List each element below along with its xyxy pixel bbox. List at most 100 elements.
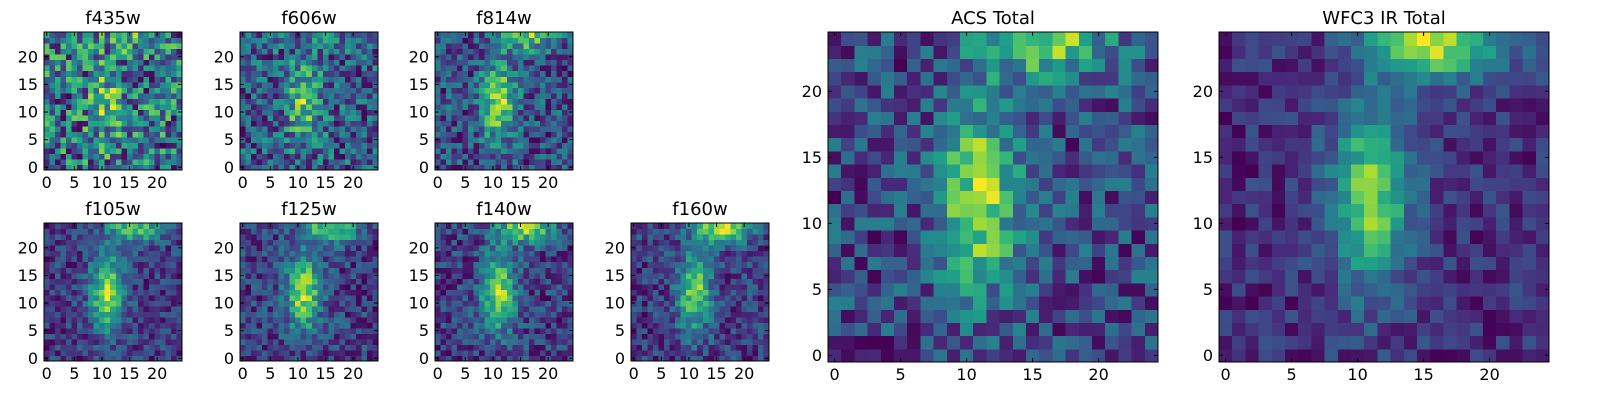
heatmap-cell (647, 333, 654, 340)
heatmap-cell (159, 70, 167, 77)
heatmap-cell (245, 109, 252, 116)
heatmap-cell (289, 289, 296, 296)
heatmap-cell (328, 76, 335, 83)
heatmap-cell (702, 250, 709, 257)
heatmap-cell (933, 177, 948, 191)
heatmap-cell (110, 125, 117, 132)
heatmap-cell (741, 234, 748, 241)
heatmap-cell (653, 228, 660, 235)
heatmap-cell (512, 120, 519, 127)
heatmap-cell (176, 114, 183, 121)
heatmap-cell (311, 327, 318, 334)
heatmap-cell (506, 267, 513, 274)
heatmap-cell (534, 305, 541, 312)
heatmap-cell (501, 223, 508, 230)
heatmap-cell (110, 32, 117, 39)
heatmap-cell (110, 344, 117, 351)
heatmap-cell (148, 131, 155, 138)
heatmap-cell (278, 355, 285, 362)
heatmap-cell (446, 245, 453, 252)
heatmap-cell (104, 349, 111, 357)
heatmap-cell (60, 344, 67, 351)
heatmap-cell (708, 322, 715, 329)
heatmap-cell (66, 87, 73, 94)
heatmap-cell (71, 142, 78, 149)
heatmap-cell (333, 81, 340, 88)
heatmap-cell (256, 283, 263, 290)
heatmap-cell (311, 311, 318, 318)
heatmap-cell (545, 250, 552, 257)
heatmap-cell (647, 234, 654, 241)
heatmap-cell (306, 250, 313, 257)
heatmap-cell (361, 311, 368, 318)
heatmap-cell (372, 92, 379, 99)
heatmap-cell (451, 338, 458, 346)
heatmap-cell (567, 98, 574, 105)
heatmap-cell (664, 355, 671, 362)
heatmap-cell (534, 43, 541, 50)
heatmap-cell (284, 327, 291, 334)
heatmap-cell (545, 344, 552, 351)
heatmap-cell (506, 136, 513, 143)
heatmap-cell (132, 267, 139, 274)
heatmap-cell (528, 142, 535, 149)
heatmap-cell (735, 294, 742, 301)
heatmap-cell (457, 70, 464, 77)
heatmap-cell (1078, 269, 1093, 284)
heatmap-cell (512, 327, 519, 334)
heatmap-cell (506, 256, 513, 263)
heatmap-cell (484, 261, 491, 268)
heatmap-cell (284, 76, 291, 83)
heatmap-cell (495, 142, 502, 149)
heatmap-cell (556, 70, 563, 77)
heatmap-cell (71, 256, 78, 263)
heatmap-cell (251, 142, 258, 149)
x-tick-label: 20 (538, 364, 558, 383)
heatmap-cell (556, 48, 563, 55)
heatmap-cell (702, 322, 709, 329)
heatmap-cell (686, 327, 693, 334)
heatmap-cell (490, 333, 497, 340)
heatmap-cell (328, 59, 335, 66)
heatmap-cell (71, 344, 78, 351)
heatmap-cell (88, 48, 95, 55)
heatmap-cell (561, 76, 569, 83)
heatmap-cell (501, 245, 508, 252)
heatmap-cell (104, 70, 111, 77)
heatmap-cell (479, 305, 486, 312)
heatmap-cell (350, 311, 357, 318)
heatmap-cell (132, 228, 139, 235)
heatmap-cell (317, 131, 324, 138)
heatmap-cell (300, 223, 307, 230)
heatmap-cell (561, 147, 569, 155)
heatmap-cell (517, 239, 524, 246)
heatmap-cell (697, 283, 704, 290)
heatmap-cell (854, 150, 869, 165)
heatmap-cell (697, 228, 704, 235)
heatmap-cell (534, 87, 541, 94)
heatmap-cell (300, 333, 307, 340)
heatmap-cell (333, 256, 340, 263)
heatmap-cell (713, 338, 720, 346)
heatmap-cell (366, 98, 374, 105)
heatmap-cell (512, 300, 519, 307)
heatmap-cell (680, 300, 687, 307)
heatmap-cell (110, 261, 117, 268)
heatmap-cell (126, 333, 133, 340)
heatmap-cell (506, 305, 513, 312)
heatmap-cell (154, 261, 161, 268)
heatmap-cell (55, 250, 62, 257)
heatmap-cell (550, 278, 558, 285)
heatmap-cell (366, 65, 374, 72)
heatmap-cell (82, 261, 89, 268)
heatmap-cell (110, 158, 117, 166)
heatmap-cell (262, 289, 269, 296)
heatmap-cell (262, 164, 269, 171)
heatmap-cell (512, 98, 519, 105)
heatmap-cell (284, 228, 291, 235)
heatmap-cell (763, 294, 770, 301)
heatmap-cell (556, 289, 563, 296)
heatmap-cell (647, 256, 654, 263)
heatmap-cell (691, 305, 698, 312)
heatmap-cell (240, 228, 247, 235)
